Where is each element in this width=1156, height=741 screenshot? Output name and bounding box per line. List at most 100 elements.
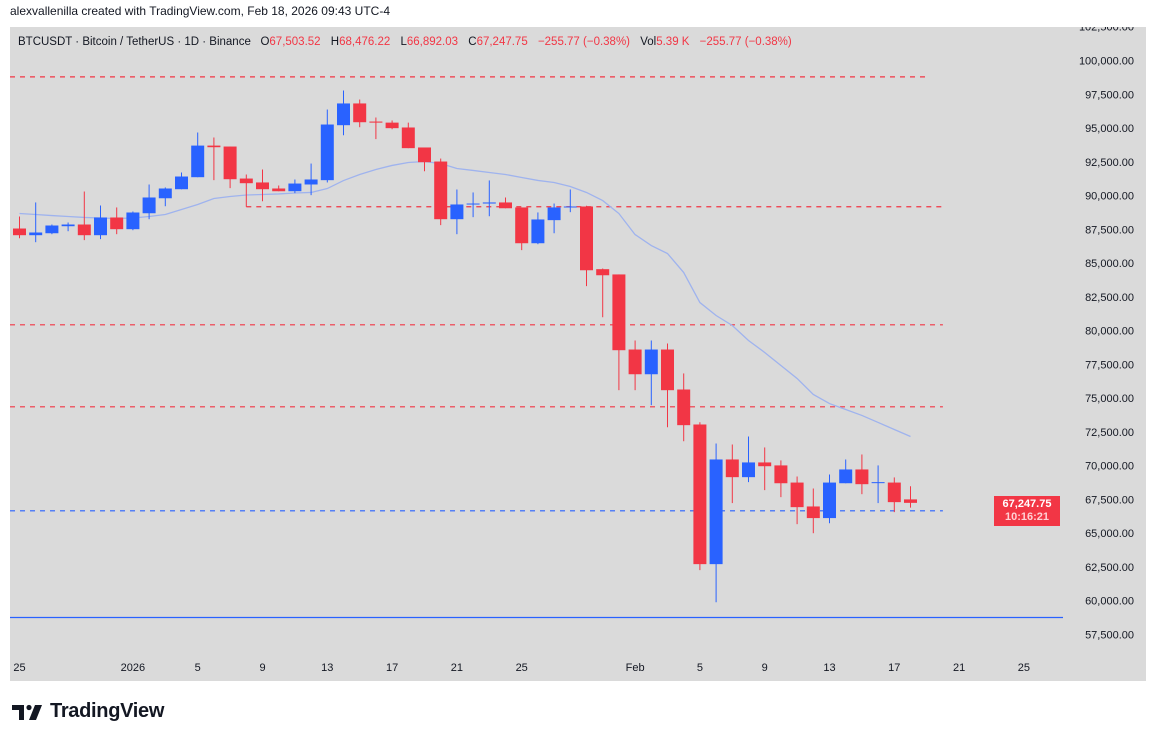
moving-average-line [19, 160, 911, 438]
time-tick-label: 5 [195, 662, 201, 674]
tradingview-logo-text: TradingView [50, 700, 165, 722]
price-tick-label: 77,500.00 [1085, 359, 1134, 371]
candle-body [742, 462, 755, 478]
price-tick-label: 92,500.00 [1085, 157, 1134, 169]
candle-up [175, 172, 188, 190]
candle-body [628, 349, 642, 375]
time-tick-label: 25 [516, 662, 528, 674]
price-tick-label: 102,500.00 [1079, 27, 1134, 34]
candle-body [563, 206, 577, 208]
candle-down [385, 120, 399, 130]
candle-down [13, 216, 26, 239]
candle-body [466, 203, 480, 205]
candle-down [418, 147, 431, 172]
candle-body [320, 124, 334, 181]
candle-down [612, 274, 626, 391]
price-tick-label: 72,500.00 [1085, 427, 1134, 439]
candle-down [434, 158, 448, 226]
candle-up [531, 212, 545, 245]
candle-down [239, 174, 253, 207]
candle-body [110, 217, 124, 230]
candle-down [628, 340, 642, 391]
candlestick-chart[interactable]: 102,500.00100,000.0097,500.0095,000.0092… [10, 27, 1146, 681]
bar-countdown: 10:16:21 [1004, 511, 1050, 523]
price-axis[interactable]: 102,500.00 100,000.00 97,500.00 95,000.00 92… [1079, 27, 1134, 642]
time-tick-label: 17 [386, 662, 398, 674]
low-value: 66,892.03 [406, 36, 459, 48]
candle-up [191, 132, 205, 178]
candle-body [612, 274, 626, 351]
time-tick-label: 13 [321, 662, 333, 674]
candle-up [304, 163, 318, 196]
candle-down [110, 207, 124, 235]
open-label: O [260, 36, 270, 48]
open-value: 67,503.52 [269, 36, 321, 48]
last-price-label: 67,247.75 10:16:21 [994, 496, 1060, 526]
candle-body [126, 212, 140, 230]
candle-down [401, 122, 415, 149]
time-tick-label: 9 [259, 662, 265, 674]
candle-down [693, 422, 707, 571]
price-tick-label: 57,500.00 [1085, 630, 1134, 642]
price-tick-label: 90,000.00 [1085, 191, 1134, 203]
candle-body [677, 389, 691, 426]
candle-down [499, 197, 512, 209]
candle-body [288, 183, 302, 192]
symbol-info[interactable]: BTCUSDT · Bitcoin / TetherUS · 1D · Bina… [18, 36, 251, 48]
candle-body [823, 482, 836, 519]
candle-down [661, 343, 674, 428]
last-price-value: 67,247.75 [1002, 498, 1052, 510]
candle-body [61, 224, 75, 227]
time-tick-label: 5 [697, 662, 703, 674]
candle-up [871, 465, 885, 504]
candle-body [142, 197, 156, 214]
time-tick-label: 9 [762, 662, 768, 674]
candle-down [515, 207, 529, 251]
candle-body [191, 145, 205, 178]
candle-body [887, 482, 901, 503]
candle-up [466, 192, 480, 218]
low-label: L [400, 36, 407, 48]
time-tick-label: 13 [823, 662, 835, 674]
candle-body [256, 182, 269, 190]
chart-pane[interactable]: 102,500.00 100,000.00 97,500.00 95,000.00 92… [10, 27, 1146, 681]
tradingview-logo[interactable]: TradingView [12, 700, 164, 723]
candle-up [45, 224, 59, 235]
candle-body [855, 469, 869, 485]
price-tick-label: 65,000.00 [1085, 528, 1134, 540]
candle-body [304, 179, 318, 185]
candle-down [580, 205, 593, 287]
candle-body [693, 424, 707, 565]
candle-up [142, 184, 156, 220]
candle-body [337, 103, 350, 126]
candle-up [320, 109, 334, 183]
candle-body [158, 188, 172, 199]
candle-body [369, 121, 383, 123]
time-tick-label: 21 [953, 662, 965, 674]
candle-body [223, 146, 237, 180]
candle-body [725, 459, 739, 478]
candle-down [790, 476, 804, 525]
candle-up [482, 180, 496, 217]
time-axis[interactable]: 25 2026 5 9 13 17 21 25 Feb 5 9 13 17 21 25 [13, 662, 1030, 674]
price-tick-label: 60,000.00 [1085, 596, 1134, 608]
candle-up [839, 459, 853, 484]
time-tick-label: 25 [13, 662, 25, 674]
candle-body [77, 224, 91, 236]
price-tick-label: 70,000.00 [1085, 461, 1134, 473]
candle-down [77, 191, 91, 241]
candle-down [774, 460, 788, 498]
price-tick-label: 85,000.00 [1085, 258, 1134, 270]
candle-up [547, 203, 561, 234]
candle-down [272, 185, 286, 192]
candle-down [353, 99, 367, 128]
candle-body [239, 178, 253, 184]
candle-body [644, 349, 658, 375]
moving-average [19, 160, 911, 438]
price-tick-label: 67,500.00 [1085, 494, 1134, 506]
attribution-text: alexvallenilla created with TradingView.… [10, 4, 390, 18]
time-tick-label: Feb [626, 662, 645, 674]
candle-body [904, 499, 917, 503]
price-tick-label: 75,000.00 [1085, 393, 1134, 405]
price-tick-label: 82,500.00 [1085, 292, 1134, 304]
